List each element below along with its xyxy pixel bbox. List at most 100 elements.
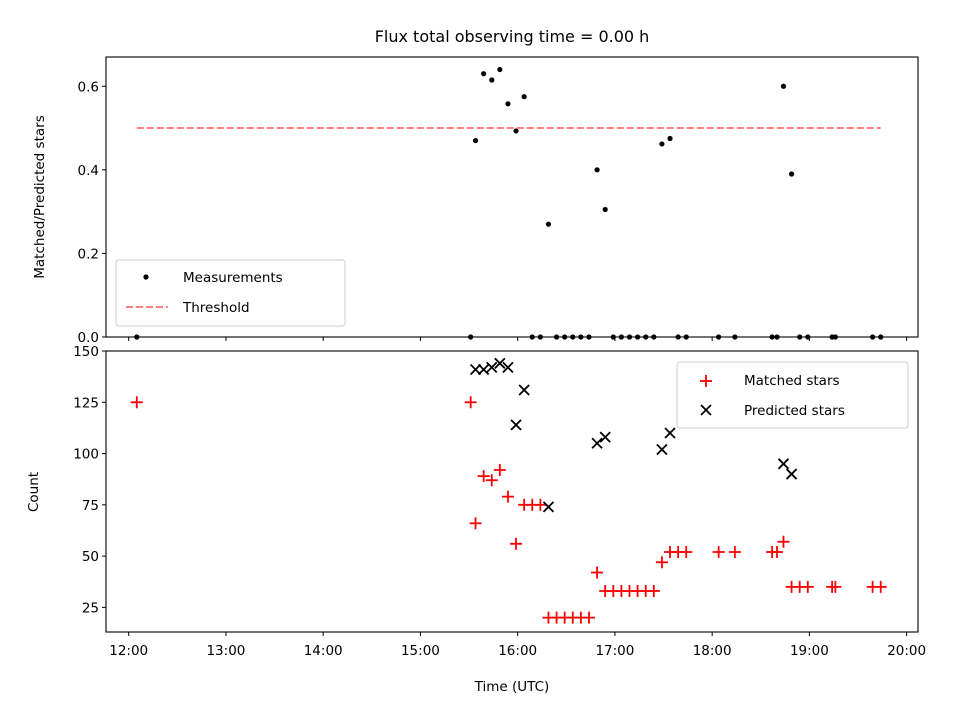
matched-stars-point xyxy=(510,537,523,550)
predicted-stars-point-b xyxy=(518,384,530,396)
predicted-stars-point-b xyxy=(502,361,514,374)
matched-stars-point xyxy=(477,470,490,483)
matched-stars-point xyxy=(655,556,668,569)
measurement-point xyxy=(481,71,487,77)
bottom-x-tick-label: 17:00 xyxy=(595,643,634,659)
chart-title: Flux total observing time = 0.00 h xyxy=(375,27,650,46)
measurement-point xyxy=(497,66,503,73)
matched-stars-point xyxy=(501,490,514,503)
top-y-tick-label: 0.6 xyxy=(78,79,99,95)
predicted-stars-point-b xyxy=(542,501,555,513)
bottom-x-tick-label: 13:00 xyxy=(206,643,245,659)
bottom-plot-area xyxy=(130,357,887,624)
predicted-stars-point xyxy=(785,468,798,480)
measurement-point xyxy=(489,77,495,83)
matched-stars-point xyxy=(591,566,604,579)
top-legend: Measurements Threshold xyxy=(115,259,346,327)
bottom-y-tick-label: 50 xyxy=(82,549,99,565)
predicted-stars-point xyxy=(518,384,530,396)
bottom-x-tick-label: 16:00 xyxy=(498,643,537,659)
predicted-stars-point-b xyxy=(785,468,798,480)
bottom-x-tick-label: 20:00 xyxy=(887,643,926,659)
predicted-stars-point-b xyxy=(591,437,603,449)
measurement-point xyxy=(788,171,795,177)
predicted-stars-point-b xyxy=(656,443,668,456)
legend-measurements-label: Measurements xyxy=(183,270,283,286)
bottom-y-tick-label: 100 xyxy=(73,447,99,463)
legend-matched-marker xyxy=(700,375,712,387)
bottom-x-tick-label: 19:00 xyxy=(790,643,829,659)
measurement-point xyxy=(594,167,600,173)
top-y-axis-label: Matched/Predicted stars xyxy=(32,115,48,278)
matched-stars-point xyxy=(770,546,783,559)
measurement-point xyxy=(545,221,552,227)
measurement-point xyxy=(505,101,511,107)
predicted-stars-point-b xyxy=(510,419,522,431)
bottom-axes: 25 50 75 100 125 150 12:00 13:00 14:00 15:00 16:00… xyxy=(73,344,926,659)
top-legend-box xyxy=(115,259,346,327)
legend-measurements-marker xyxy=(143,274,149,280)
bottom-x-tick-label: 12:00 xyxy=(109,643,148,659)
predicted-stars-point xyxy=(591,437,603,449)
predicted-stars-point xyxy=(502,361,514,374)
measurement-point xyxy=(513,128,519,134)
bottom-x-tick-label: 18:00 xyxy=(693,643,732,659)
measurement-point xyxy=(472,137,479,144)
bottom-y-axis-label: Count xyxy=(26,472,42,512)
top-axes-frame xyxy=(105,56,919,338)
predicted-stars-point xyxy=(777,458,790,470)
matched-stars-point xyxy=(874,580,887,593)
predicted-stars-point xyxy=(599,431,611,443)
legend-matched-label: Matched stars xyxy=(744,373,840,389)
matched-stars-point xyxy=(680,546,693,559)
matched-stars-point xyxy=(534,498,547,511)
measurement-point xyxy=(667,135,673,142)
measurement-point xyxy=(602,206,608,213)
bottom-axes-frame xyxy=(105,350,919,633)
bottom-y-tick-label: 75 xyxy=(82,498,99,514)
x-axis-label: Time (UTC) xyxy=(474,679,550,695)
legend-threshold-label: Threshold xyxy=(182,300,250,316)
matched-stars-point xyxy=(582,611,595,624)
predicted-stars-point xyxy=(478,363,490,376)
predicted-stars-point xyxy=(656,443,668,456)
measurement-point xyxy=(780,83,787,89)
matched-stars-point xyxy=(829,580,842,593)
legend-predicted-label: Predicted stars xyxy=(744,403,845,419)
matched-stars-point xyxy=(464,396,477,409)
legend-predicted-marker xyxy=(700,404,712,416)
count-panel: Count Time (UTC) 25 50 75 100 125 150 12:00 13:… xyxy=(26,344,926,695)
matched-stars-point xyxy=(485,474,498,487)
bottom-x-tick-label: 14:00 xyxy=(304,643,343,659)
matched-stars-point xyxy=(130,396,143,409)
matched-stars-point xyxy=(777,535,790,548)
top-axes: 0.0 0.2 0.4 0.6 xyxy=(78,79,908,346)
predicted-stars-point xyxy=(486,361,498,374)
matched-stars-point xyxy=(469,517,482,530)
predicted-stars-point xyxy=(542,501,555,513)
predicted-stars-point-b xyxy=(486,361,498,374)
predicted-stars-point-b xyxy=(469,363,482,376)
bottom-y-tick-label: 25 xyxy=(82,600,99,616)
measurement-point xyxy=(659,141,665,147)
matched-stars-point xyxy=(801,580,814,593)
matched-stars-point xyxy=(493,463,506,476)
matched-stars-point xyxy=(647,584,660,597)
predicted-stars-point xyxy=(494,357,506,369)
matched-stars-point xyxy=(712,546,725,559)
bottom-y-tick-label: 125 xyxy=(73,395,99,411)
bottom-x-tick-label: 15:00 xyxy=(401,643,440,659)
predicted-stars-point-b xyxy=(494,357,506,369)
ratio-panel: Matched/Predicted stars 0.0 0.2 0.4 0.6 Mea… xyxy=(32,56,919,346)
bottom-y-tick-label: 150 xyxy=(73,344,99,360)
top-y-tick-label: 0.4 xyxy=(78,163,99,179)
predicted-stars-point-b xyxy=(599,431,611,443)
predicted-stars-point-b xyxy=(664,427,676,439)
predicted-stars-point xyxy=(664,427,676,439)
top-y-tick-label: 0.2 xyxy=(78,246,99,262)
bottom-legend-box xyxy=(676,361,909,429)
top-y-tick-label: 0.0 xyxy=(78,330,99,346)
bottom-legend: Matched stars Predicted stars xyxy=(676,361,909,429)
predicted-stars-point xyxy=(510,419,522,431)
